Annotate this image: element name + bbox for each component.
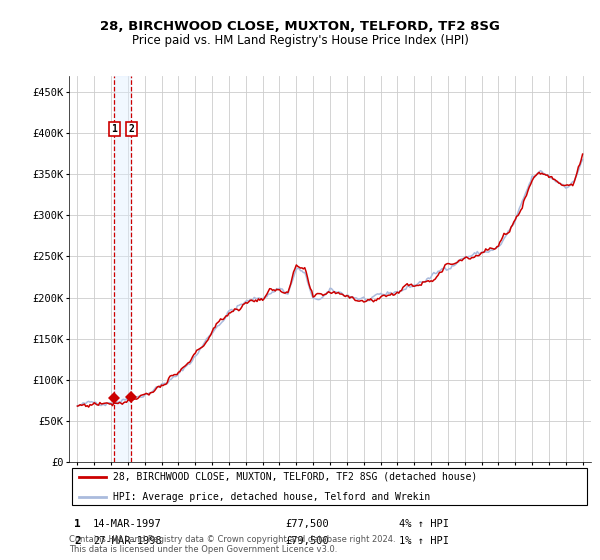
Text: 28, BIRCHWOOD CLOSE, MUXTON, TELFORD, TF2 8SG: 28, BIRCHWOOD CLOSE, MUXTON, TELFORD, TF… [100,20,500,32]
Text: 1: 1 [74,519,81,529]
Text: 14-MAR-1997: 14-MAR-1997 [93,519,162,529]
Text: £79,500: £79,500 [285,536,329,546]
Text: £77,500: £77,500 [285,519,329,529]
Text: 4% ↑ HPI: 4% ↑ HPI [399,519,449,529]
Text: 27-MAR-1998: 27-MAR-1998 [93,536,162,546]
Text: 28, BIRCHWOOD CLOSE, MUXTON, TELFORD, TF2 8SG (detached house): 28, BIRCHWOOD CLOSE, MUXTON, TELFORD, TF… [113,472,478,482]
Bar [115,76,131,462]
Text: Price paid vs. HM Land Registry's House Price Index (HPI): Price paid vs. HM Land Registry's House … [131,34,469,46]
Text: Contains HM Land Registry data © Crown copyright and database right 2024.
This d: Contains HM Land Registry data © Crown c… [69,535,395,554]
Text: 1: 1 [112,124,118,134]
Text: 1% ↑ HPI: 1% ↑ HPI [399,536,449,546]
Text: 2: 2 [74,536,81,546]
Text: 2: 2 [128,124,134,134]
Text: HPI: Average price, detached house, Telford and Wrekin: HPI: Average price, detached house, Telf… [113,492,431,502]
FancyBboxPatch shape [71,468,587,505]
